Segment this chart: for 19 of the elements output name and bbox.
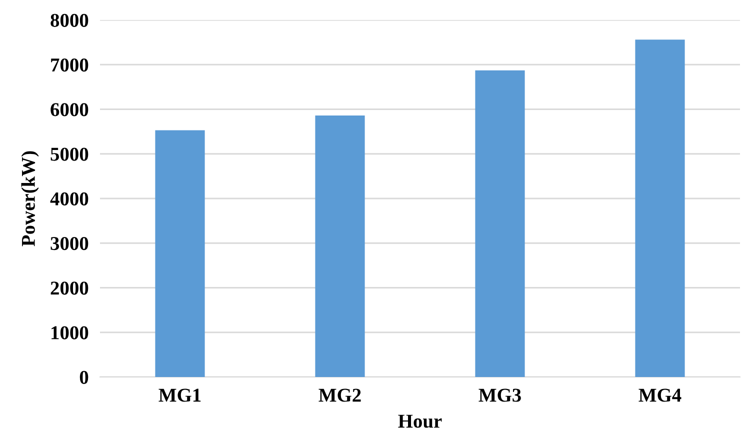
bar — [635, 40, 685, 377]
x-tick-label: MG4 — [638, 388, 682, 402]
bar — [315, 116, 365, 377]
y-tick-label: 7000 — [51, 58, 88, 72]
y-tick-label: 0 — [80, 370, 88, 384]
y-tick-label: 5000 — [50, 148, 88, 161]
y-tick-label: 4000 — [50, 192, 88, 206]
y-tick-label: 1000 — [52, 326, 88, 340]
x-tick-label: MG1 — [158, 388, 201, 402]
y-axis-title: Power(kW) — [21, 151, 39, 246]
y-tick-label: 6000 — [50, 103, 88, 116]
y-tick-label: 3000 — [50, 236, 88, 250]
x-tick-label: MG2 — [318, 388, 361, 402]
x-axis-title: Hour — [398, 414, 442, 428]
y-tick-label: 8000 — [50, 14, 88, 27]
bar — [155, 130, 205, 377]
y-tick-label: 2000 — [50, 282, 88, 295]
bar — [475, 70, 525, 377]
x-tick-label: MG3 — [478, 388, 521, 402]
